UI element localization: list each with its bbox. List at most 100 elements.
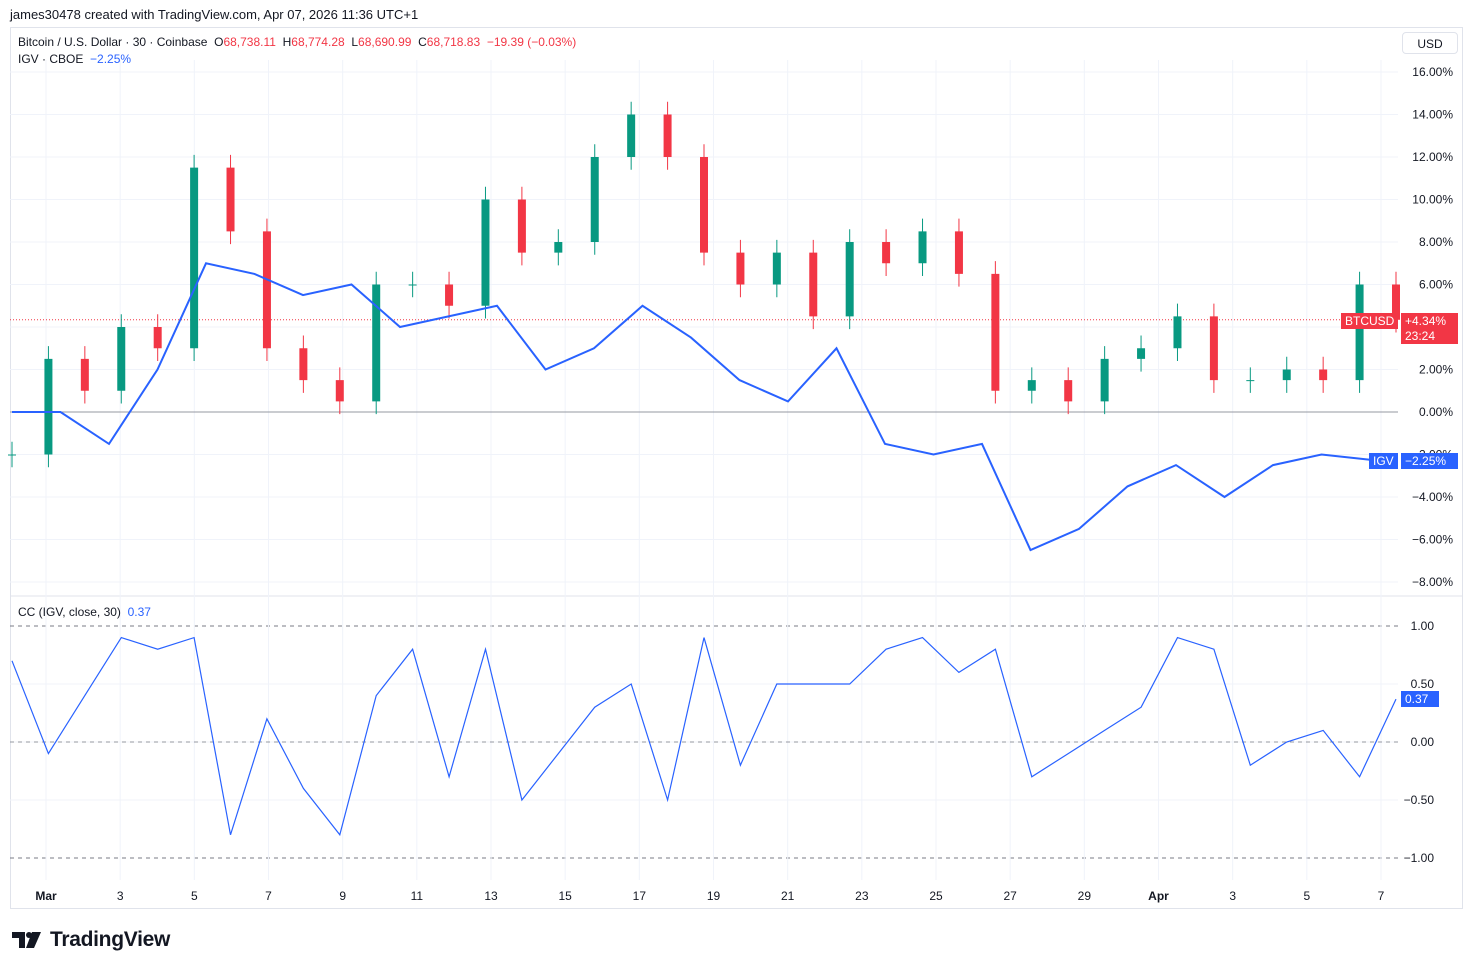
candle-body — [190, 167, 199, 349]
cc-series-line — [11, 636, 1397, 837]
y-tick-label: 14.00% — [1412, 108, 1453, 122]
candle-body — [299, 348, 308, 381]
btc-value-tag: +4.34% — [1401, 313, 1458, 329]
y-tick-label: 10.00% — [1412, 193, 1453, 207]
igv-series-line — [12, 262, 1371, 552]
cc-y-tick-label: −0.50 — [1404, 793, 1435, 807]
y-tick-label: −8.00% — [1412, 575, 1453, 589]
btc-name-tag: BTCUSD — [1341, 313, 1399, 329]
close-label: C — [418, 35, 427, 49]
cc-y-tick-label: −1.00 — [1404, 851, 1435, 865]
tradingview-logo[interactable]: TradingView — [12, 928, 170, 952]
baseline-lines — [10, 319, 1398, 743]
high-value: 68,774.28 — [291, 35, 345, 49]
x-tick-label: 21 — [781, 889, 795, 903]
open-value: 68,738.11 — [223, 35, 276, 49]
currency-button[interactable]: USD — [1402, 32, 1458, 54]
candle-body — [481, 199, 490, 306]
candle-body — [445, 284, 454, 306]
brand-name: TradingView — [50, 928, 171, 951]
candle-body — [590, 157, 599, 242]
igv-legend: IGV · CBOE −2.25% — [18, 52, 131, 66]
candle-body — [700, 157, 708, 253]
x-tick-label: Apr — [1148, 889, 1169, 903]
candle-body — [517, 199, 526, 253]
candle-body — [1064, 380, 1073, 402]
x-tick-label: 5 — [1303, 889, 1310, 903]
y-tick-label: 8.00% — [1419, 235, 1453, 249]
cc-y-tick-label: 0.50 — [1411, 677, 1435, 691]
candle-body — [153, 327, 162, 349]
candle-body — [262, 231, 271, 349]
close-value: 68,718.83 — [426, 35, 481, 49]
x-tick-label: 5 — [191, 889, 198, 903]
x-tick-label: 3 — [117, 889, 124, 903]
candle-body — [918, 231, 927, 264]
chart-frame — [10, 27, 1463, 909]
cc-legend: CC (IGV, close, 30) 0.37 — [18, 605, 151, 619]
y-tick-label: −6.00% — [1412, 533, 1453, 547]
x-tick-label: 23 — [855, 889, 869, 903]
x-tick-label: 11 — [411, 889, 424, 903]
cc-label: CC (IGV, close, 30) — [18, 605, 121, 619]
candle-body — [1246, 380, 1255, 382]
cc-y-tick-label: 1.00 — [1411, 619, 1435, 633]
candle-body — [663, 114, 672, 157]
candle-body — [1355, 284, 1364, 381]
cc-legend-value: 0.37 — [127, 605, 151, 619]
candle-body — [1173, 316, 1182, 349]
x-tick-label: 7 — [265, 889, 272, 903]
candle-body — [8, 454, 16, 456]
candle-body — [335, 380, 344, 402]
candle-body — [1282, 369, 1291, 381]
candle-body — [226, 167, 235, 232]
candle-body — [80, 358, 89, 391]
cc-y-tick-label: 0.00 — [1411, 735, 1435, 749]
symbol-label: Bitcoin / U.S. Dollar · 30 · Coinbase — [18, 35, 208, 49]
igv-legend-value: −2.25% — [90, 52, 132, 66]
candle-body — [954, 231, 963, 274]
change-value: −19.39 (−0.03%) — [486, 35, 577, 49]
candle-body — [627, 114, 636, 157]
y-tick-label: 16.00% — [1412, 65, 1453, 79]
y-tick-label: 12.00% — [1412, 150, 1453, 164]
open-label: O — [214, 35, 224, 49]
y-tick-label: −4.00% — [1412, 490, 1453, 504]
btc-timer-tag: 23:24 — [1401, 328, 1458, 344]
candle-body — [408, 284, 417, 286]
candle-body — [44, 358, 53, 455]
candle-body — [1209, 316, 1218, 381]
x-tick-label: 25 — [929, 889, 943, 903]
candle-body — [1319, 369, 1328, 381]
x-axis: Mar 3 5 7 9 11 13 15 17 19 21 23 25 27 29 Apr 3 5 7 — [35, 889, 1384, 903]
x-tick-label: 7 — [1378, 889, 1385, 903]
candle-body — [1392, 284, 1400, 320]
candle-body — [1027, 380, 1036, 391]
x-tick-label: 9 — [339, 889, 346, 903]
candle-body — [772, 252, 781, 285]
low-value: 68,690.99 — [358, 35, 412, 49]
chart-header: james30478 created with TradingView.com,… — [10, 7, 419, 22]
candle-body — [736, 252, 745, 285]
candle-body — [845, 242, 854, 317]
x-tick-label: 17 — [633, 889, 647, 903]
x-tick-label: 15 — [558, 889, 572, 903]
y-tick-label: 0.00% — [1419, 405, 1453, 419]
igv-name-tag: IGV — [1369, 453, 1398, 469]
igv-label: IGV · CBOE — [18, 52, 84, 66]
cc-y-axis: 1.00 0.50 0.00 −0.50 −1.00 — [1404, 619, 1435, 865]
cc-value-tag: 0.37 — [1401, 691, 1439, 707]
y-tick-label: 6.00% — [1419, 278, 1453, 292]
x-tick-label: 27 — [1003, 889, 1017, 903]
low-label: L — [351, 35, 359, 49]
candle-body — [991, 273, 1000, 391]
candle-body — [1137, 348, 1146, 359]
y-tick-label: 2.00% — [1419, 363, 1453, 377]
btc-candles — [8, 101, 1400, 468]
x-tick-label: 29 — [1078, 889, 1092, 903]
candle-body — [809, 252, 818, 317]
x-tick-label: 19 — [707, 889, 721, 903]
x-tick-label: 3 — [1229, 889, 1236, 903]
high-label: H — [282, 35, 292, 49]
